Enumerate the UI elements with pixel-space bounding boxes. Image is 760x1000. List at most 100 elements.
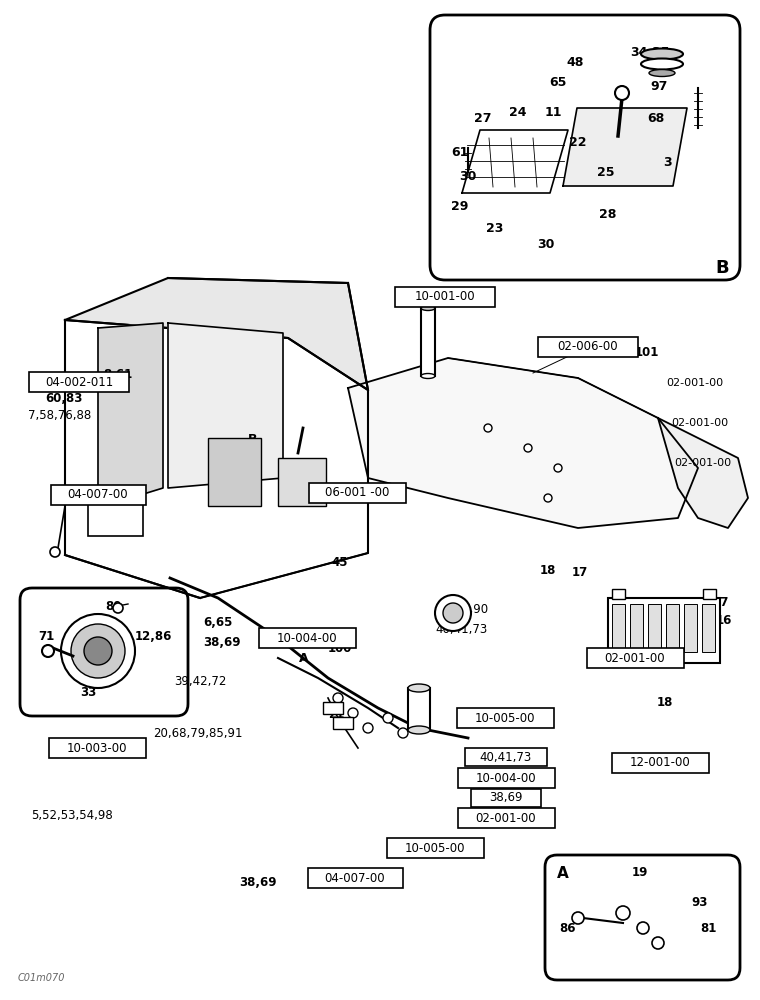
Text: 19: 19 — [632, 865, 648, 879]
Text: 7,58,76,88: 7,58,76,88 — [28, 410, 92, 422]
Bar — [395, 287, 495, 307]
Text: 30: 30 — [459, 170, 477, 184]
Text: 33: 33 — [80, 686, 96, 700]
Bar — [666, 604, 679, 652]
Ellipse shape — [641, 48, 683, 60]
Text: B: B — [249, 433, 258, 456]
Circle shape — [484, 424, 492, 432]
Text: 81: 81 — [700, 922, 716, 934]
Text: 65: 65 — [549, 76, 567, 89]
Text: 15,67: 15,67 — [692, 595, 729, 608]
Text: 17: 17 — [572, 566, 588, 578]
Ellipse shape — [408, 726, 430, 734]
Text: 10-004-00: 10-004-00 — [277, 632, 337, 645]
Text: 3: 3 — [663, 156, 673, 169]
Text: 68: 68 — [648, 111, 665, 124]
Text: 40,41,73: 40,41,73 — [436, 624, 488, 637]
Circle shape — [61, 614, 135, 688]
Bar — [458, 808, 555, 828]
Text: 02-001-00: 02-001-00 — [674, 458, 732, 468]
Text: 02-006-00: 02-006-00 — [558, 340, 619, 354]
Text: 8,61: 8,61 — [103, 368, 133, 381]
Bar — [49, 738, 145, 758]
Text: 39,42,72: 39,42,72 — [174, 676, 226, 688]
Circle shape — [50, 547, 60, 557]
Polygon shape — [462, 130, 568, 193]
Bar — [88, 503, 143, 536]
Text: 93: 93 — [692, 896, 708, 908]
Text: 38,69: 38,69 — [239, 876, 277, 888]
Circle shape — [398, 728, 408, 738]
Bar — [458, 768, 555, 788]
Bar — [308, 868, 403, 888]
Text: 48: 48 — [566, 55, 584, 68]
Bar — [612, 604, 625, 652]
Text: 38,69: 38,69 — [489, 792, 523, 804]
Bar — [387, 838, 483, 858]
Bar — [408, 688, 430, 730]
Circle shape — [435, 595, 471, 631]
Circle shape — [42, 645, 54, 657]
Circle shape — [616, 906, 630, 920]
Text: 27: 27 — [474, 111, 492, 124]
Circle shape — [363, 723, 373, 733]
Circle shape — [544, 494, 552, 502]
Polygon shape — [98, 323, 163, 508]
Text: 97: 97 — [651, 81, 668, 94]
Text: 04-007-00: 04-007-00 — [68, 488, 128, 502]
Bar — [703, 589, 716, 599]
Text: 21: 21 — [328, 708, 344, 720]
Bar — [630, 604, 643, 652]
Text: 99: 99 — [606, 346, 623, 359]
Bar — [612, 589, 625, 599]
Text: 04-007-00: 04-007-00 — [325, 871, 385, 884]
Text: 40,41,73: 40,41,73 — [480, 750, 532, 764]
Polygon shape — [65, 320, 368, 598]
Text: 92: 92 — [70, 621, 86, 635]
Circle shape — [637, 922, 649, 934]
Text: 10-003-00: 10-003-00 — [67, 742, 127, 754]
FancyBboxPatch shape — [430, 15, 740, 280]
Text: 10-004-00: 10-004-00 — [476, 772, 537, 784]
Bar — [50, 485, 145, 505]
Ellipse shape — [408, 684, 430, 692]
FancyBboxPatch shape — [545, 855, 740, 980]
Ellipse shape — [421, 373, 435, 378]
Bar — [465, 748, 547, 766]
Text: 71: 71 — [38, 630, 54, 643]
Text: 61: 61 — [451, 145, 469, 158]
Circle shape — [652, 937, 664, 949]
Text: 11: 11 — [544, 105, 562, 118]
Text: 60,83: 60,83 — [46, 391, 83, 404]
Text: A: A — [557, 865, 569, 880]
Bar — [702, 604, 715, 652]
Text: 45: 45 — [332, 556, 348, 568]
Text: 16: 16 — [716, 613, 732, 626]
Text: C01m070: C01m070 — [18, 973, 65, 983]
Text: 02-001-00: 02-001-00 — [605, 652, 665, 664]
Text: 12-001-00: 12-001-00 — [629, 756, 690, 770]
Text: 30: 30 — [537, 238, 555, 251]
Circle shape — [443, 603, 463, 623]
Bar — [323, 702, 343, 714]
Text: 25: 25 — [597, 165, 615, 178]
Text: 6,65: 6,65 — [204, 615, 233, 629]
Text: 80: 80 — [105, 599, 121, 612]
Polygon shape — [65, 278, 368, 390]
Circle shape — [554, 464, 562, 472]
Text: 20,68,79,85,91: 20,68,79,85,91 — [154, 726, 242, 740]
Text: 02-001-00: 02-001-00 — [476, 812, 537, 824]
Text: 10-005-00: 10-005-00 — [405, 842, 465, 854]
Ellipse shape — [421, 306, 435, 310]
Bar — [258, 628, 356, 648]
Circle shape — [333, 693, 343, 703]
Bar — [587, 648, 683, 668]
Text: B: B — [715, 259, 729, 277]
Text: 38,69: 38,69 — [203, 636, 241, 648]
Text: 10-005-00: 10-005-00 — [475, 712, 535, 724]
Text: 100: 100 — [328, 642, 352, 654]
Bar — [208, 438, 261, 506]
Circle shape — [113, 603, 123, 613]
Bar — [278, 458, 326, 506]
Circle shape — [524, 444, 532, 452]
